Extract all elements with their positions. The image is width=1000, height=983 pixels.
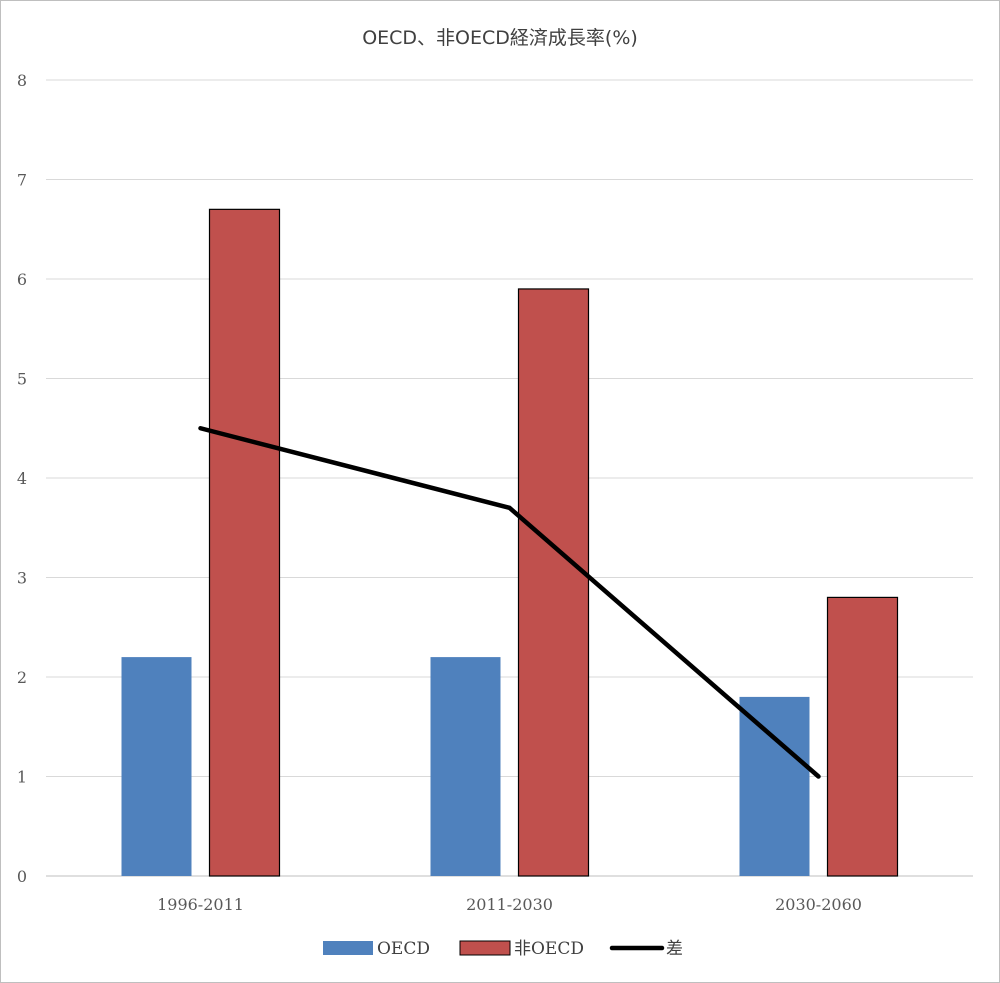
legend-swatch [323,941,373,955]
legend-label-oecd: OECD [377,939,430,959]
bar-oecd [430,657,501,876]
legend-swatch [459,940,511,956]
bar-oecd [121,657,192,876]
bar-non-oecd [826,596,899,877]
x-category-label: 2030-2060 [775,895,862,914]
legend-label-non-oecd: 非OECD [514,939,584,959]
y-tick-label: 7 [17,171,27,190]
x-category-label: 2011-2030 [466,895,553,914]
y-tick-label: 3 [17,569,27,588]
gridlines [46,79,973,877]
y-tick-label: 6 [17,270,27,289]
y-tick-label: 8 [17,71,27,90]
y-tick-label: 2 [17,668,27,687]
bars [121,208,899,877]
chart-title: OECD、非OECD経済成長率(%) [362,27,638,49]
y-tick-label: 5 [17,370,27,389]
difference-line-path [198,426,821,779]
y-axis: 0 1 2 3 4 5 6 7 8 [17,71,27,886]
y-tick-label: 4 [17,469,27,488]
x-category-label: 1996-2011 [157,895,244,914]
y-tick-label: 1 [17,768,27,787]
difference-line [198,426,821,779]
legend: OECD 非OECD 差 [323,939,683,959]
legend-label-diff: 差 [666,939,683,959]
bar-non-oecd [517,288,590,877]
bar-oecd [739,696,810,876]
bar-non-oecd [208,208,281,877]
y-tick-label: 0 [17,867,27,886]
x-axis: 1996-2011 2011-2030 2030-2060 [157,895,862,914]
